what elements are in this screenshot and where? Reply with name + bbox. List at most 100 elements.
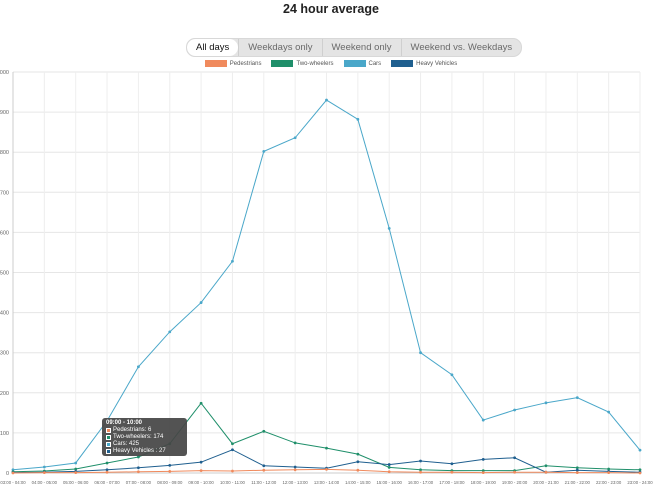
y-tick-label: 700 — [0, 190, 9, 196]
data-point-pedestrians — [42, 471, 46, 474]
data-point-two-wheelers — [293, 441, 297, 445]
data-point-two-wheelers — [199, 401, 203, 405]
tooltip-swatch — [106, 428, 111, 433]
legend-item-two-wheelers[interactable]: Two-wheelers — [271, 60, 334, 67]
data-point-cars — [168, 330, 172, 334]
data-point-cars — [481, 418, 485, 422]
data-point-pedestrians — [74, 471, 78, 474]
x-tick-label: 04:00 - 05:00 — [32, 480, 58, 485]
data-point-cars — [293, 136, 297, 140]
tooltip-row-label: Cars: 425 — [113, 441, 140, 447]
y-tick-label: 300 — [0, 351, 9, 357]
tooltip-row-pedestrians: Pedestrians: 6 — [106, 427, 183, 434]
data-point-heavy-vehicles — [513, 456, 516, 460]
y-tick-label: 600 — [0, 230, 9, 236]
data-point-two-wheelers — [105, 461, 109, 465]
x-tick-label: 03:00 - 04:00 — [0, 480, 26, 485]
data-point-two-wheelers — [607, 467, 611, 471]
data-point-cars — [262, 149, 266, 153]
data-point-pedestrians — [105, 470, 109, 474]
x-tick-label: 16:00 - 17:00 — [408, 480, 434, 485]
data-point-two-wheelers — [575, 466, 579, 470]
legend-item-heavy-vehicles[interactable]: Heavy Vehicles — [391, 60, 457, 67]
data-point-pedestrians — [544, 470, 548, 474]
data-point-cars — [137, 365, 140, 369]
x-tick-label: 21:00 - 22:00 — [565, 480, 591, 485]
data-point-heavy-vehicles — [293, 465, 297, 469]
data-point-cars — [74, 461, 78, 465]
data-point-pedestrians — [293, 468, 297, 472]
x-tick-label: 17:00 - 18:00 — [439, 480, 465, 485]
data-point-pedestrians — [450, 470, 454, 474]
legend-label: Two-wheelers — [296, 60, 334, 67]
chart-legend: Pedestrians Two-wheelers Cars Heavy Vehi… — [0, 60, 662, 67]
data-point-pedestrians — [137, 470, 140, 474]
data-point-pedestrians — [387, 470, 391, 474]
tooltip-row-cars: Cars: 425 — [106, 441, 183, 448]
tooltip-swatch — [106, 449, 111, 454]
data-point-heavy-vehicles — [575, 468, 579, 472]
legend-item-cars[interactable]: Cars — [343, 60, 382, 67]
legend-label: Cars — [368, 60, 382, 67]
x-tick-label: 11:00 - 12:00 — [251, 480, 277, 485]
data-point-cars — [513, 408, 516, 412]
x-tick-label: 23:00 - 24:00 — [627, 480, 653, 485]
data-point-two-wheelers — [137, 455, 140, 459]
legend-swatch-heavy-vehicles — [391, 60, 414, 67]
data-point-pedestrians — [607, 471, 611, 474]
data-point-cars — [356, 117, 360, 121]
legend-swatch-pedestrians — [204, 60, 227, 67]
data-point-heavy-vehicles — [450, 462, 454, 466]
x-tick-label: 12:00 - 13:00 — [282, 480, 308, 485]
data-point-pedestrians — [638, 471, 642, 475]
data-point-heavy-vehicles — [387, 463, 391, 466]
x-tick-label: 15:00 - 16:00 — [377, 480, 403, 485]
x-tick-label: 19:00 - 20:00 — [502, 480, 528, 485]
view-tabs: All days Weekdays only Weekend only Week… — [186, 38, 523, 57]
data-point-heavy-vehicles — [481, 457, 485, 461]
x-tick-label: 05:00 - 06:00 — [63, 480, 89, 485]
data-point-pedestrians — [262, 468, 266, 472]
data-point-heavy-vehicles — [262, 464, 266, 468]
data-point-two-wheelers — [356, 452, 360, 456]
x-tick-label: 20:00 - 21:00 — [533, 480, 559, 485]
data-point-cars — [231, 259, 234, 263]
data-point-heavy-vehicles — [231, 448, 234, 452]
line-chart: 0 100 200 300 400 500 600 700 800 900 1000 03:00 - … — [0, 70, 653, 485]
y-tick-label: 0 — [6, 471, 9, 477]
chart-tooltip: 09:00 - 10:00 Pedestrians: 6 Two-wheeler… — [102, 418, 187, 456]
data-point-two-wheelers — [419, 468, 422, 472]
data-point-two-wheelers — [544, 464, 548, 468]
x-tick-label: 18:00 - 19:00 — [471, 480, 497, 485]
data-point-pedestrians — [231, 469, 234, 473]
data-point-cars — [450, 373, 454, 377]
tooltip-row-label: Two-wheelers: 174 — [113, 434, 164, 440]
data-point-cars — [387, 226, 391, 230]
data-point-pedestrians — [199, 469, 203, 472]
data-point-pedestrians — [11, 471, 15, 475]
tab-weekend-vs-weekdays[interactable]: Weekend vs. Weekdays — [400, 39, 522, 56]
legend-swatch-two-wheelers — [271, 60, 294, 67]
data-point-pedestrians — [168, 469, 172, 473]
data-point-cars — [419, 351, 422, 355]
legend-label: Pedestrians — [229, 60, 262, 67]
tooltip-row-two-wheelers: Two-wheelers: 174 — [106, 434, 183, 441]
data-point-cars — [11, 468, 15, 472]
tab-weekend-only[interactable]: Weekend only — [321, 39, 401, 56]
data-point-cars — [544, 401, 548, 405]
legend-item-pedestrians[interactable]: Pedestrians — [204, 60, 262, 67]
data-point-pedestrians — [419, 470, 422, 474]
y-tick-label: 800 — [0, 150, 9, 156]
data-point-two-wheelers — [262, 429, 266, 433]
data-point-cars — [607, 410, 611, 414]
legend-swatch-cars — [343, 60, 366, 67]
data-point-cars — [42, 465, 46, 469]
data-point-two-wheelers — [638, 468, 642, 472]
tooltip-row-heavy-vehicles: Heavy Vehicles : 27 — [106, 448, 183, 455]
data-point-pedestrians — [481, 471, 485, 474]
x-tick-label: 13:00 - 14:00 — [314, 480, 340, 485]
tab-weekdays-only[interactable]: Weekdays only — [238, 39, 321, 56]
data-point-two-wheelers — [325, 446, 328, 450]
tab-all-days[interactable]: All days — [187, 39, 239, 56]
data-point-heavy-vehicles — [168, 463, 172, 467]
